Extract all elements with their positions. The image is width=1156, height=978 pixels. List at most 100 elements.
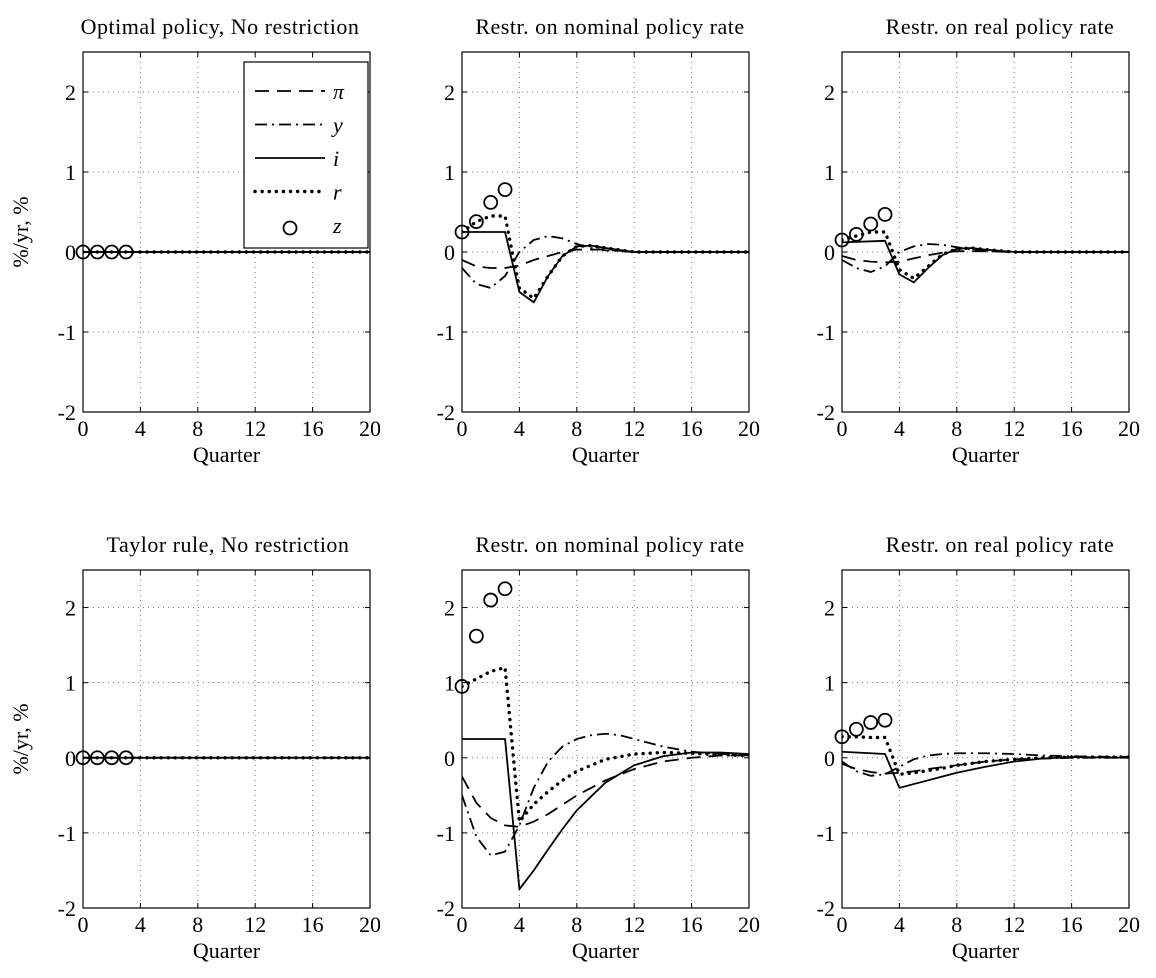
- y-tick-label: -1: [817, 821, 835, 846]
- x-tick-label: 0: [457, 912, 468, 937]
- x-tick-label: 16: [302, 416, 324, 441]
- x-tick-label: 20: [1118, 912, 1140, 937]
- legend-box: [244, 62, 368, 248]
- chart-title: Restr. on real policy rate: [886, 532, 1115, 557]
- series-z-marker: [879, 714, 892, 727]
- x-tick-label: 16: [1061, 912, 1083, 937]
- y-tick-label: 0: [824, 240, 835, 265]
- series-layer: [842, 737, 1129, 788]
- chart-title: Optimal policy, No restriction: [81, 14, 360, 39]
- y-axis-label: %/yr, %: [8, 196, 33, 267]
- x-tick-label: 8: [192, 912, 203, 937]
- y-tick-label: -2: [437, 896, 455, 921]
- y-tick-label: 0: [444, 746, 455, 771]
- series-layer: [462, 216, 749, 302]
- y-tick-label: 0: [65, 746, 76, 771]
- x-tick-label: 16: [681, 416, 703, 441]
- series-line-dashdot: [462, 236, 749, 288]
- x-axis-label: Quarter: [952, 442, 1020, 467]
- x-tick-label: 0: [837, 416, 848, 441]
- series-z-marker: [864, 716, 877, 729]
- y-tick-label: 2: [65, 80, 76, 105]
- x-tick-label: 0: [837, 912, 848, 937]
- legend-label: z: [332, 213, 342, 238]
- series-z-marker: [470, 215, 483, 228]
- chart-title: Restr. on nominal policy rate: [475, 532, 744, 557]
- y-axis-label: %/yr, %: [8, 703, 33, 774]
- series-line-solid: [842, 241, 1129, 283]
- x-tick-label: 0: [457, 416, 468, 441]
- x-tick-label: 12: [1003, 416, 1025, 441]
- series-line-dotted: [462, 216, 749, 298]
- y-tick-label: 2: [65, 596, 76, 621]
- x-tick-label: 20: [359, 912, 381, 937]
- x-tick-label: 8: [192, 416, 203, 441]
- x-tick-label: 20: [738, 416, 760, 441]
- x-axis-label: Quarter: [952, 938, 1020, 963]
- series-layer: [462, 668, 749, 890]
- x-tick-label: 12: [1003, 912, 1025, 937]
- series-z-marker: [850, 723, 863, 736]
- y-tick-label: 1: [824, 671, 835, 696]
- x-axis-label: Quarter: [193, 938, 261, 963]
- x-tick-label: 12: [244, 912, 266, 937]
- x-tick-label: 8: [571, 416, 582, 441]
- series-line-dashdot: [842, 244, 1129, 272]
- legend-label: y: [331, 113, 343, 138]
- x-tick-label: 20: [1118, 416, 1140, 441]
- x-tick-label: 4: [514, 416, 525, 441]
- x-tick-label: 12: [623, 912, 645, 937]
- y-tick-label: 0: [824, 746, 835, 771]
- series-line-dotted: [842, 232, 1129, 278]
- x-tick-label: 12: [623, 416, 645, 441]
- y-tick-label: 1: [824, 160, 835, 185]
- series-z-marker: [864, 218, 877, 231]
- y-tick-label: -1: [58, 821, 76, 846]
- y-tick-label: -1: [58, 320, 76, 345]
- x-tick-label: 4: [514, 912, 525, 937]
- x-tick-label: 12: [244, 416, 266, 441]
- y-tick-label: 0: [65, 240, 76, 265]
- x-tick-label: 8: [951, 416, 962, 441]
- y-tick-label: -1: [437, 320, 455, 345]
- x-tick-label: 16: [1061, 416, 1083, 441]
- series-z-marker: [484, 594, 497, 607]
- x-tick-label: 16: [681, 912, 703, 937]
- series-layer: [842, 232, 1129, 282]
- y-tick-label: -2: [58, 400, 76, 425]
- x-tick-label: 20: [738, 912, 760, 937]
- series-z-marker: [499, 582, 512, 595]
- x-tick-label: 0: [78, 912, 89, 937]
- x-axis-label: Quarter: [193, 442, 261, 467]
- y-tick-label: -2: [437, 400, 455, 425]
- x-tick-label: 8: [571, 912, 582, 937]
- legend-label: i: [333, 146, 339, 171]
- y-tick-label: 1: [444, 671, 455, 696]
- y-tick-label: -2: [58, 896, 76, 921]
- x-tick-label: 8: [951, 912, 962, 937]
- x-tick-label: 0: [78, 416, 89, 441]
- x-tick-label: 4: [894, 416, 905, 441]
- x-axis-label: Quarter: [572, 442, 640, 467]
- chart-title: Restr. on nominal policy rate: [475, 14, 744, 39]
- series-z-marker: [879, 208, 892, 221]
- x-tick-label: 4: [135, 912, 146, 937]
- y-tick-label: -1: [437, 821, 455, 846]
- y-tick-label: 2: [444, 596, 455, 621]
- legend: πyirz: [244, 62, 368, 248]
- plot-frame: [83, 570, 370, 908]
- x-axis-label: Quarter: [572, 938, 640, 963]
- series-z-marker: [470, 630, 483, 643]
- y-tick-label: 1: [65, 160, 76, 185]
- y-tick-label: -2: [817, 400, 835, 425]
- series-line-dashed: [462, 756, 749, 827]
- chart-title: Restr. on real policy rate: [886, 14, 1115, 39]
- chart-panel-2: Restr. on nominal policy rate 0 4 8 12 16 20 -2…: [437, 14, 760, 467]
- x-tick-label: 4: [135, 416, 146, 441]
